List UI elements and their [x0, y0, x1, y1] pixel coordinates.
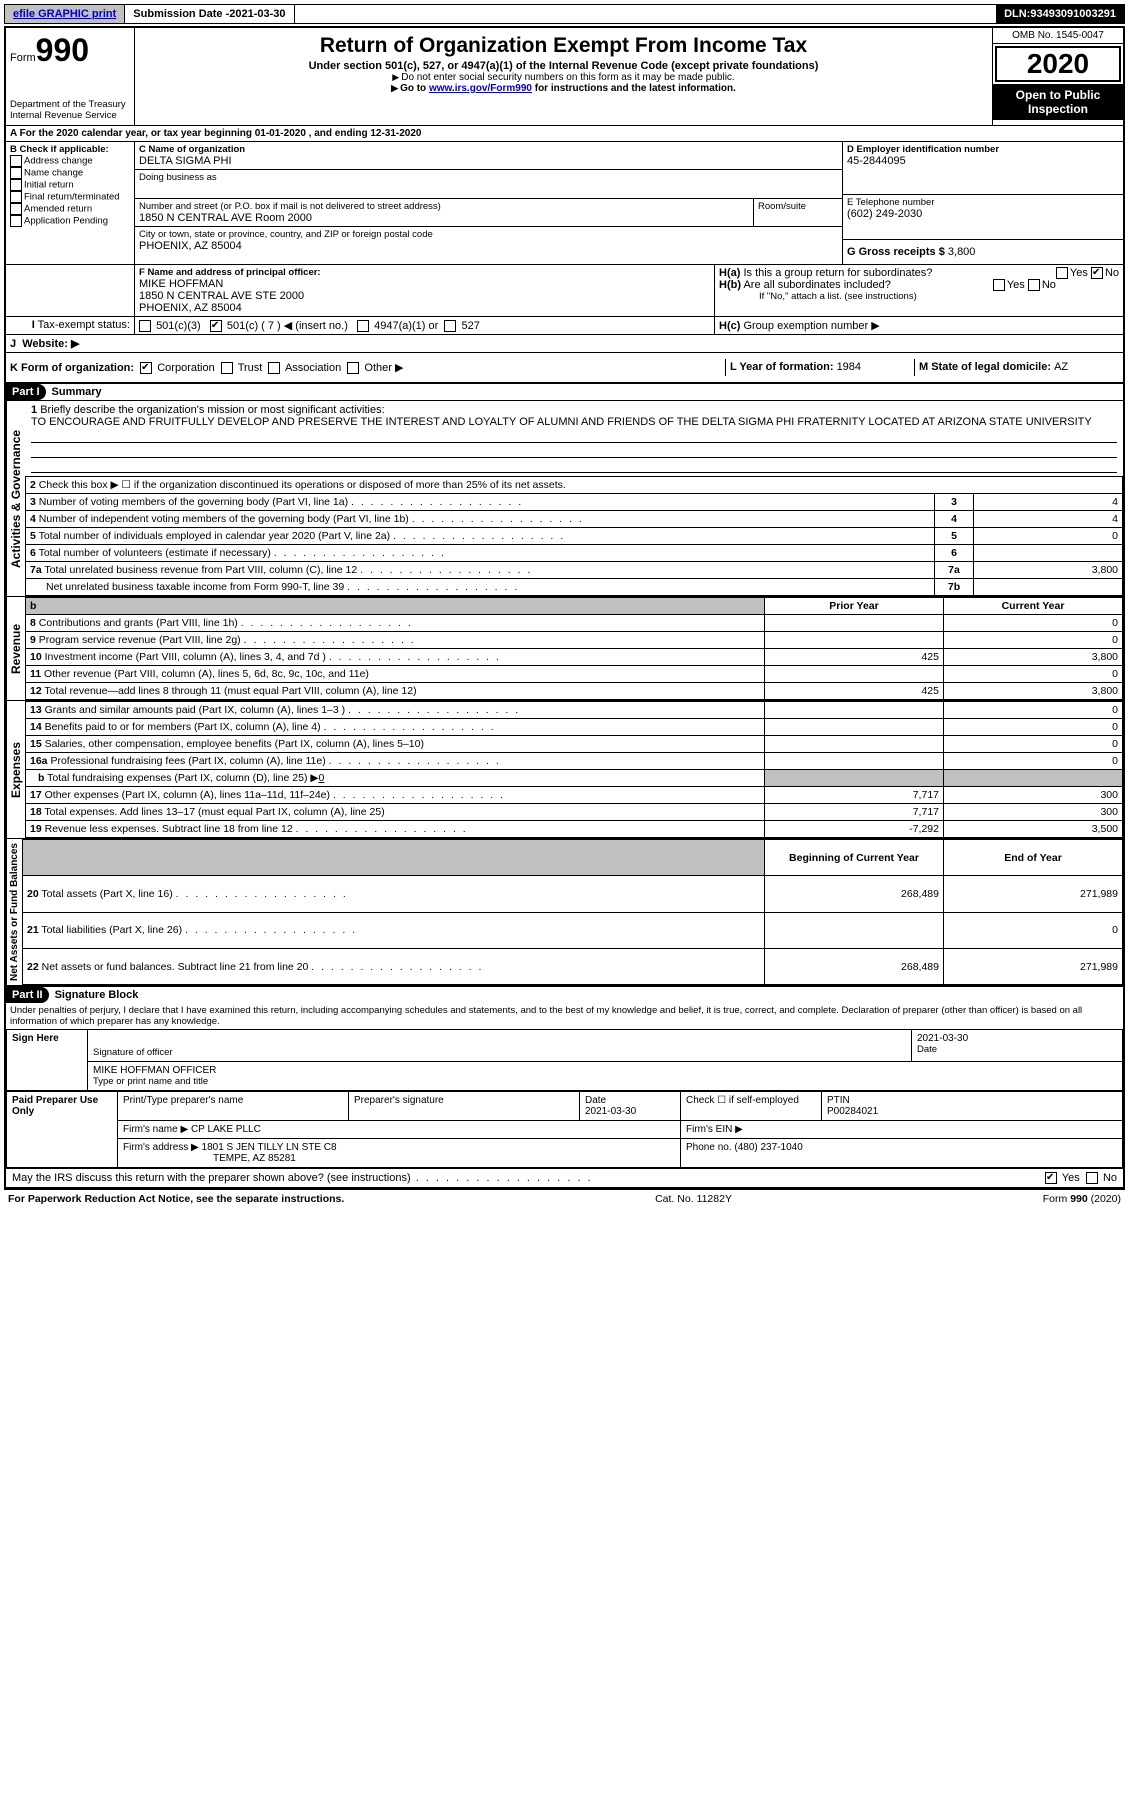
chk-address[interactable]: Address change: [10, 155, 130, 167]
info-block: B Check if applicable: Address change Na…: [6, 141, 1123, 264]
irs-link[interactable]: www.irs.gov/Form990: [429, 83, 532, 94]
col-b: B Check if applicable: Address change Na…: [6, 142, 135, 264]
org-address: 1850 N CENTRAL AVE Room 2000: [139, 212, 749, 224]
room-suite: Room/suite: [754, 199, 842, 226]
phone: (602) 249-2030: [847, 208, 1119, 220]
ptin: P00284021: [827, 1106, 878, 1117]
footer-left: For Paperwork Reduction Act Notice, see …: [8, 1193, 344, 1205]
chk-initial[interactable]: Initial return: [10, 179, 130, 191]
footer: For Paperwork Reduction Act Notice, see …: [4, 1189, 1125, 1208]
preparer-phone: (480) 237-1040: [734, 1142, 802, 1153]
dept-treasury: Department of the Treasury: [10, 99, 130, 110]
sign-here-block: Sign Here Signature of officer 2021-03-3…: [6, 1029, 1123, 1091]
note-ssn: Do not enter social security numbers on …: [139, 72, 988, 83]
governance-table: 2 Check this box ▶ ☐ if the organization…: [25, 476, 1123, 596]
officer-addr2: PHOENIX, AZ 85004: [139, 302, 710, 314]
chk-final[interactable]: Final return/terminated: [10, 191, 130, 203]
sign-here-label: Sign Here: [7, 1030, 88, 1091]
expenses-table: 13 Grants and similar amounts paid (Part…: [25, 701, 1123, 838]
part1-header: Part I Summary: [6, 382, 1123, 400]
paid-preparer-block: Paid Preparer Use Only Print/Type prepar…: [6, 1091, 1123, 1168]
efile-button[interactable]: efile GRAPHIC print: [5, 5, 125, 23]
i-row: I Tax-exempt status: 501(c)(3) 501(c) ( …: [6, 316, 1123, 334]
netassets-table: Beginning of Current YearEnd of Year 20 …: [22, 839, 1123, 985]
sidebar-netassets: Net Assets or Fund Balances: [6, 839, 22, 985]
tax-exempt-label: I Tax-exempt status:: [6, 317, 135, 334]
form-body: Form990 Department of the Treasury Inter…: [4, 26, 1125, 1189]
section-netassets: Net Assets or Fund Balances Beginning of…: [6, 838, 1123, 985]
footer-right: Form 990 (2020): [1043, 1193, 1121, 1205]
chk-amended[interactable]: Amended return: [10, 203, 130, 215]
firm-name: CP LAKE PLLC: [191, 1124, 261, 1135]
officer-addr1: 1850 N CENTRAL AVE STE 2000: [139, 290, 710, 302]
officer-name: MIKE HOFFMAN: [139, 278, 710, 290]
org-city: PHOENIX, AZ 85004: [139, 240, 838, 252]
sidebar-expenses: Expenses: [6, 701, 25, 838]
section-governance: Activities & Governance 1 Briefly descri…: [6, 400, 1123, 596]
gross-receipts: 3,800: [948, 246, 976, 258]
irs: Internal Revenue Service: [10, 110, 130, 121]
section-expenses: Expenses 13 Grants and similar amounts p…: [6, 700, 1123, 838]
mission-text: TO ENCOURAGE AND FRUITFULLY DEVELOP AND …: [31, 416, 1092, 428]
year-box: OMB No. 1545-0047 2020 Open to Public In…: [993, 28, 1123, 125]
title-block: Return of Organization Exempt From Incom…: [135, 28, 993, 125]
klm-row: K Form of organization: Corporation Trus…: [6, 352, 1123, 382]
declaration: Under penalties of perjury, I declare th…: [6, 1003, 1123, 1029]
sidebar-revenue: Revenue: [6, 597, 25, 700]
subtitle: Under section 501(c), 527, or 4947(a)(1)…: [139, 60, 988, 72]
part2-header: Part II Signature Block: [6, 985, 1123, 1003]
chk-pending[interactable]: Application Pending: [10, 215, 130, 227]
fh-row: F Name and address of principal officer:…: [6, 264, 1123, 316]
header-row: Form990 Department of the Treasury Inter…: [6, 28, 1123, 125]
sidebar-governance: Activities & Governance: [6, 401, 25, 596]
revenue-table: bPrior YearCurrent Year 8 Contributions …: [25, 597, 1123, 700]
form-id-block: Form990 Department of the Treasury Inter…: [6, 28, 135, 125]
tax-year: 2020: [995, 46, 1121, 82]
col-deg: D Employer identification number 45-2844…: [843, 142, 1123, 264]
topbar: efile GRAPHIC print Submission Date - 20…: [4, 4, 1125, 24]
col-c: C Name of organization DELTA SIGMA PHI D…: [135, 142, 843, 264]
dln: DLN: 93493091003291: [996, 5, 1124, 23]
section-revenue: Revenue bPrior YearCurrent Year 8 Contri…: [6, 596, 1123, 700]
row-a: A For the 2020 calendar year, or tax yea…: [6, 125, 1123, 141]
org-name: DELTA SIGMA PHI: [139, 155, 838, 167]
omb: OMB No. 1545-0047: [993, 28, 1123, 44]
form-title: Return of Organization Exempt From Incom…: [139, 34, 988, 58]
paid-preparer-label: Paid Preparer Use Only: [7, 1092, 118, 1168]
col-h: H(a) Is this a group return for subordin…: [715, 265, 1123, 316]
submission-date: Submission Date - 2021-03-30: [125, 5, 294, 23]
officer-name-title: MIKE HOFFMAN OFFICER: [93, 1065, 1117, 1076]
note-link: Go to www.irs.gov/Form990 for instructio…: [139, 83, 988, 94]
footer-mid: Cat. No. 11282Y: [655, 1193, 732, 1205]
open-inspection: Open to Public Inspection: [993, 84, 1123, 120]
topbar-spacer: [295, 5, 997, 23]
chk-name[interactable]: Name change: [10, 167, 130, 179]
efile-label: efile GRAPHIC print: [13, 8, 116, 20]
j-row: J Website: ▶: [6, 334, 1123, 352]
discuss-row: May the IRS discuss this return with the…: [6, 1168, 1123, 1187]
ein: 45-2844095: [847, 155, 1119, 167]
